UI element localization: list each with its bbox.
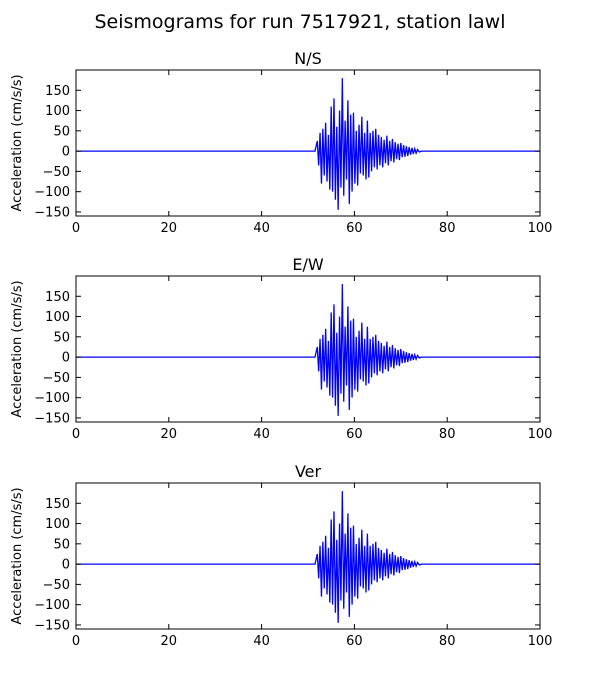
x-tick-label: 100 bbox=[528, 221, 553, 236]
x-tick-label: 60 bbox=[346, 634, 363, 649]
y-tick-label: 100 bbox=[45, 104, 70, 119]
y-tick-label: 50 bbox=[53, 330, 70, 345]
x-tick-label: 0 bbox=[72, 427, 80, 442]
x-tick-label: 80 bbox=[439, 634, 456, 649]
y-tick-label: 150 bbox=[45, 497, 70, 512]
y-tick-label: 100 bbox=[45, 310, 70, 325]
panel-title: Ver bbox=[295, 462, 322, 481]
plot-frame bbox=[75, 69, 541, 217]
y-tick-label: −50 bbox=[43, 371, 70, 386]
x-tick-label: 60 bbox=[346, 427, 363, 442]
x-tick-label: 40 bbox=[253, 221, 270, 236]
x-tick-label: 40 bbox=[253, 427, 270, 442]
y-tick-label: −150 bbox=[34, 618, 70, 633]
y-axis-label: Acceleration (cm/s/s) bbox=[10, 74, 25, 211]
y-tick-label: 150 bbox=[45, 290, 70, 305]
x-tick-label: 100 bbox=[528, 427, 553, 442]
plot-frame bbox=[75, 482, 541, 630]
x-tick-label: 80 bbox=[439, 427, 456, 442]
x-tick-label: 80 bbox=[439, 221, 456, 236]
y-tick-label: 50 bbox=[53, 537, 70, 552]
y-tick-label: −150 bbox=[34, 205, 70, 220]
x-tick-label: 0 bbox=[72, 634, 80, 649]
y-axis-label: Acceleration (cm/s/s) bbox=[10, 280, 25, 417]
y-tick-label: −50 bbox=[43, 578, 70, 593]
y-axis-label: Acceleration (cm/s/s) bbox=[10, 487, 25, 624]
x-tick-label: 60 bbox=[346, 221, 363, 236]
seismogram-trace bbox=[76, 491, 540, 623]
panel-3: Ver Acceleration (cm/s/s) 0 20 40 60 80 100 150 1… bbox=[10, 462, 552, 649]
x-tick-label: 100 bbox=[528, 634, 553, 649]
y-tick-label: 50 bbox=[53, 124, 70, 139]
y-tick-label: 0 bbox=[62, 145, 70, 160]
panel-1: N/S Acceleration (cm/s/s) 0 20 40 60 80 100 150 1… bbox=[10, 49, 552, 236]
seismogram-trace bbox=[76, 78, 540, 210]
y-tick-label: −100 bbox=[34, 391, 70, 406]
panel-title: N/S bbox=[294, 49, 322, 68]
figure-title: Seismograms for run 7517921, station law… bbox=[95, 11, 506, 33]
panel-2: E/W Acceleration (cm/s/s) 0 20 40 60 80 100 150 1… bbox=[10, 255, 552, 442]
x-tick-label: 20 bbox=[161, 427, 178, 442]
plot-frame bbox=[75, 275, 541, 423]
x-tick-label: 40 bbox=[253, 634, 270, 649]
y-tick-label: −50 bbox=[43, 165, 70, 180]
x-tick-label: 20 bbox=[161, 221, 178, 236]
x-tick-label: 20 bbox=[161, 634, 178, 649]
y-tick-label: 0 bbox=[62, 558, 70, 573]
x-tick-label: 0 bbox=[72, 221, 80, 236]
panels: N/S Acceleration (cm/s/s) 0 20 40 60 80 100 150 1… bbox=[10, 49, 552, 649]
y-tick-label: 100 bbox=[45, 517, 70, 532]
seismogram-trace bbox=[76, 284, 540, 416]
y-tick-label: 0 bbox=[62, 351, 70, 366]
y-tick-label: −100 bbox=[34, 185, 70, 200]
panel-title: E/W bbox=[292, 255, 324, 274]
y-tick-label: 150 bbox=[45, 84, 70, 99]
y-tick-label: −100 bbox=[34, 598, 70, 613]
y-tick-label: −150 bbox=[34, 411, 70, 426]
